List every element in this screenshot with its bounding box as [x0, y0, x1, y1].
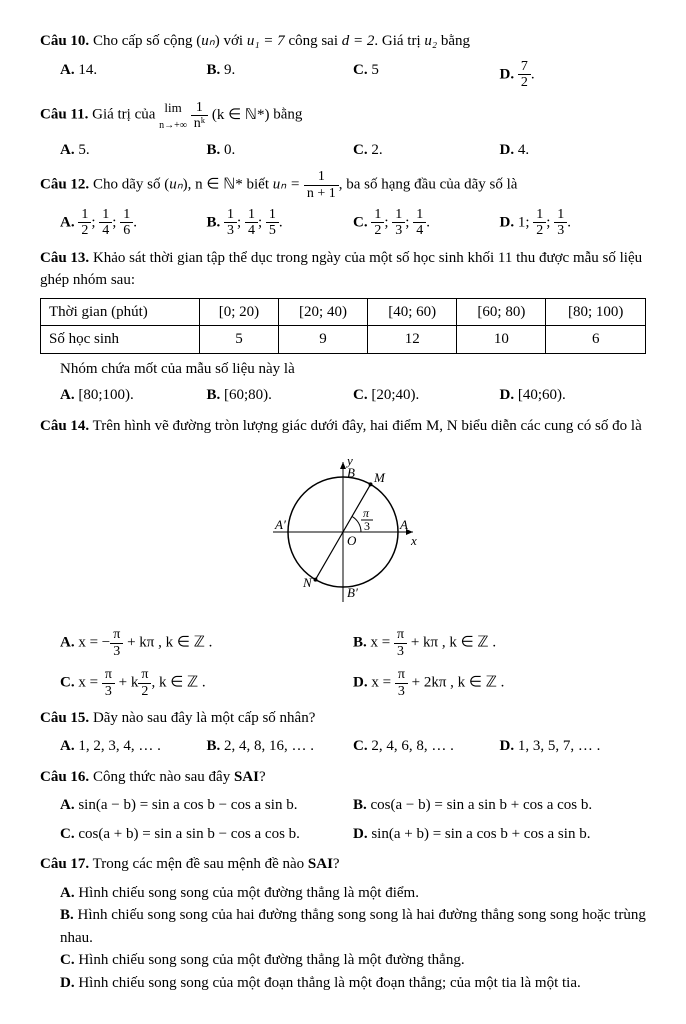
q10-opt-b: B. 9. — [207, 59, 354, 91]
point-b-prime-label: B′ — [347, 585, 358, 600]
question-12: Câu 12. Cho dãy số (uₙ), n ∈ ℕ* biết uₙ … — [40, 169, 646, 201]
q13-opt-d: D. [40;60). — [500, 384, 647, 407]
q13-options: A. [80;100). B. [60;80). C. [20;40). D. … — [60, 384, 646, 407]
q16-options: A. sin(a − b) = sin a cos b − cos a sin … — [60, 794, 646, 845]
q14-opt-b: B. x = π3 + kπ , k ∈ ℤ . — [353, 627, 646, 659]
q11-opt-c: C. 2. — [353, 139, 500, 162]
q17-opt-c: C. Hình chiếu song song của một đường th… — [60, 949, 646, 972]
table-row: Số học sinh 5 9 12 10 6 — [41, 326, 646, 354]
unit-circle-diagram: y x O A A′ B B′ M N π 3 — [243, 447, 443, 617]
question-14: Câu 14. Trên hình vẽ đường tròn lượng gi… — [40, 415, 646, 438]
point-b-label: B — [347, 465, 355, 480]
q16-opt-a: A. sin(a − b) = sin a cos b − cos a sin … — [60, 794, 353, 817]
q14-opt-a: A. x = −π3 + kπ , k ∈ ℤ . — [60, 627, 353, 659]
q14-diagram: y x O A A′ B B′ M N π 3 — [40, 447, 646, 617]
point-n-label: N — [302, 575, 313, 590]
q13-label: Câu 13. — [40, 250, 89, 266]
q12-opt-a: A. 12; 14; 16. — [60, 207, 207, 239]
q17-opt-a: A. Hình chiếu song song của một đường th… — [60, 882, 646, 905]
origin-label: O — [347, 533, 357, 548]
q15-opt-a: A. 1, 2, 3, 4, … . — [60, 735, 207, 758]
q12-label: Câu 12. — [40, 177, 89, 193]
q17-label: Câu 17. — [40, 856, 89, 872]
q15-options: A. 1, 2, 3, 4, … . B. 2, 4, 8, 16, … . C… — [60, 735, 646, 758]
q16-opt-b: B. cos(a − b) = sin a sin b + cos a cos … — [353, 794, 646, 817]
point-a-label: A — [399, 517, 408, 532]
q16-label: Câu 16. — [40, 769, 89, 785]
q12-opt-c: C. 12; 13; 14. — [353, 207, 500, 239]
q14-opt-d: D. x = π3 + 2kπ , k ∈ ℤ . — [353, 667, 646, 699]
question-17: Câu 17. Trong các mện đề sau mệnh đề nào… — [40, 853, 646, 876]
question-10: Câu 10. Cho cấp số cộng (uₙ) với u₁ = 7 … — [40, 30, 646, 53]
q15-label: Câu 15. — [40, 710, 89, 726]
q14-opt-c: C. x = π3 + kπ2, k ∈ ℤ . — [60, 667, 353, 699]
q11-label: Câu 11. — [40, 107, 88, 123]
q17-opt-d: D. Hình chiếu song song của một đoạn thẳ… — [60, 972, 646, 995]
point-m-label: M — [373, 470, 386, 485]
q13-table: Thời gian (phút) [0; 20) [20; 40) [40; 6… — [40, 298, 646, 354]
q13-opt-a: A. [80;100). — [60, 384, 207, 407]
angle-num: π — [363, 506, 370, 520]
q15-opt-d: D. 1, 3, 5, 7, … . — [500, 735, 647, 758]
q17-options: A. Hình chiếu song song của một đường th… — [60, 882, 646, 995]
q16-opt-c: C. cos(a + b) = sin a sin b − cos a cos … — [60, 823, 353, 846]
table-header-row: Thời gian (phút) [0; 20) [20; 40) [40; 6… — [41, 298, 646, 326]
q17-opt-b: B. Hình chiếu song song của hai đường th… — [60, 904, 646, 949]
q14-label: Câu 14. — [40, 418, 89, 434]
q14-options: A. x = −π3 + kπ , k ∈ ℤ . B. x = π3 + kπ… — [60, 627, 646, 699]
question-11: Câu 11. Giá trị của lim n→+∞ 1nᵏ (k ∈ ℕ*… — [40, 98, 646, 133]
q10-options: A. 14. B. 9. C. 5 D. 72. — [60, 59, 646, 91]
q11-options: A. 5. B. 0. C. 2. D. 4. — [60, 139, 646, 162]
q11-limit: lim n→+∞ 1nᵏ (k ∈ ℕ*) — [159, 107, 273, 123]
q13-opt-b: B. [60;80). — [207, 384, 354, 407]
q16-opt-d: D. sin(a + b) = sin a cos b + cos a sin … — [353, 823, 646, 846]
q11-opt-d: D. 4. — [500, 139, 647, 162]
question-13: Câu 13. Khảo sát thời gian tập thể dục t… — [40, 247, 646, 292]
q12-opt-b: B. 13; 14; 15. — [207, 207, 354, 239]
q15-opt-c: C. 2, 4, 6, 8, … . — [353, 735, 500, 758]
question-16: Câu 16. Công thức nào sau đây SAI? — [40, 766, 646, 789]
angle-den: 3 — [364, 519, 370, 533]
point-a-prime-label: A′ — [274, 517, 286, 532]
q12-options: A. 12; 14; 16. B. 13; 14; 15. C. 12; 13;… — [60, 207, 646, 239]
q10-text: Cho cấp số cộng (uₙ) với u₁ = 7 công sai… — [93, 33, 470, 49]
question-15: Câu 15. Dãy nào sau đây là một cấp số nh… — [40, 707, 646, 730]
q10-opt-d: D. 72. — [500, 59, 647, 91]
q10-label: Câu 10. — [40, 33, 89, 49]
q12-opt-d: D. 1; 12; 13. — [500, 207, 647, 239]
q11-opt-b: B. 0. — [207, 139, 354, 162]
axis-x-label: x — [410, 533, 417, 548]
q10-opt-c: C. 5 — [353, 59, 500, 91]
q13-subtext: Nhóm chứa mốt của mẫu số liệu này là — [60, 358, 646, 381]
q10-opt-a: A. 14. — [60, 59, 207, 91]
q15-opt-b: B. 2, 4, 8, 16, … . — [207, 735, 354, 758]
q11-opt-a: A. 5. — [60, 139, 207, 162]
q13-opt-c: C. [20;40). — [353, 384, 500, 407]
